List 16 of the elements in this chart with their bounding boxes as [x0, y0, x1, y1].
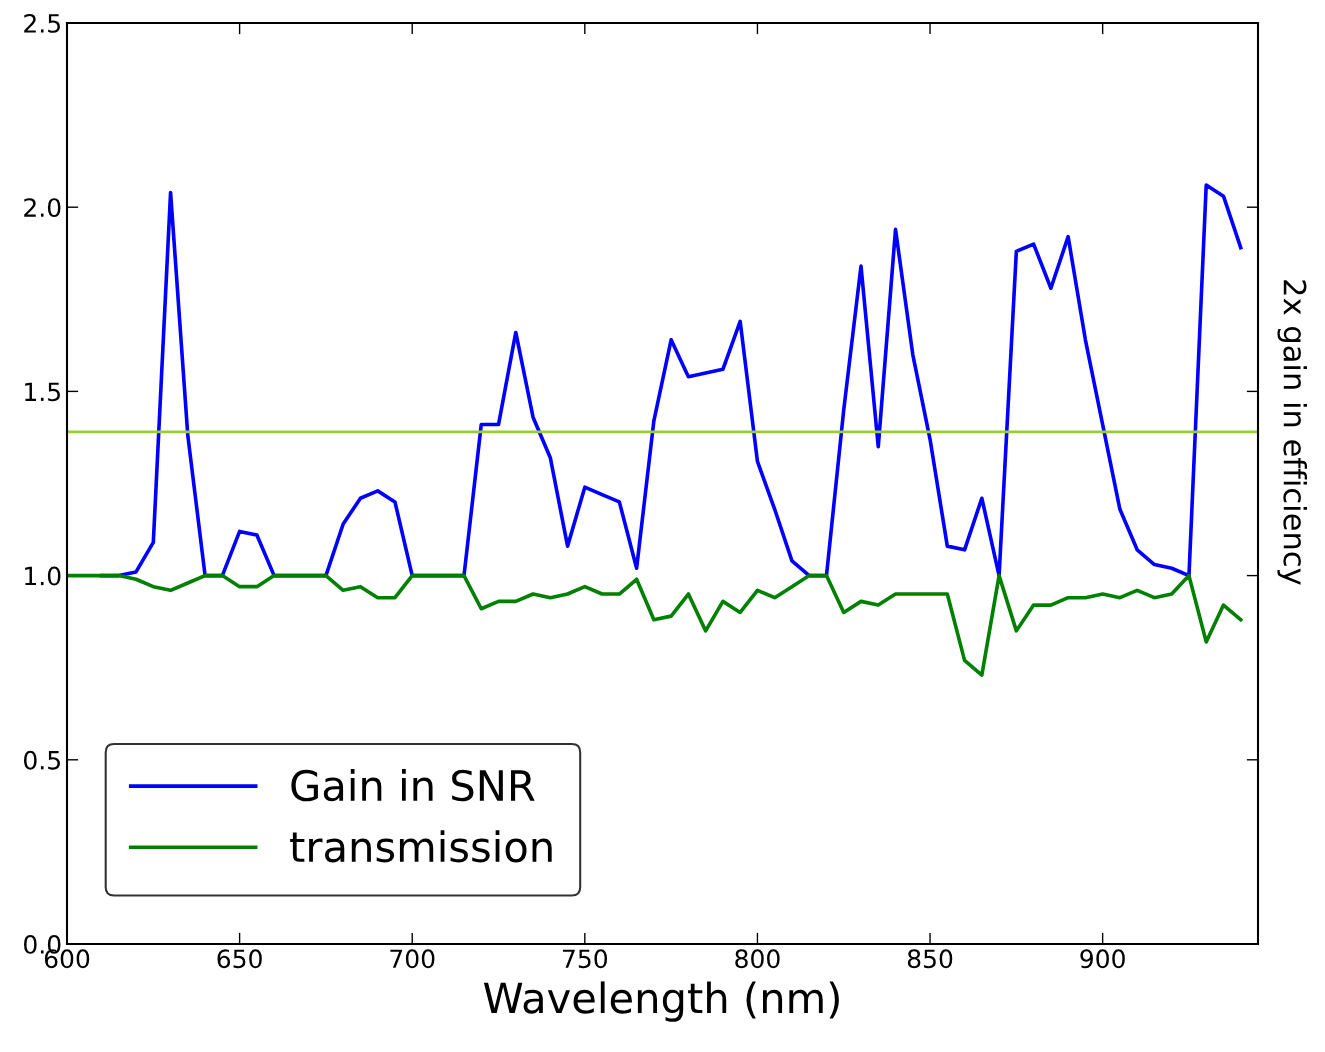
ref-line-label: 2x gain in efficiency	[1277, 280, 1308, 585]
x-tick-label: 800	[735, 949, 780, 969]
legend-label: transmission	[290, 830, 552, 863]
x-tick-label: 750	[563, 949, 608, 969]
y-tick-label: 2.0	[24, 198, 61, 218]
x-tick-label: 650	[217, 949, 262, 969]
y-tick-label: 0.5	[24, 750, 60, 770]
y-tick-label: 2.5	[24, 13, 60, 33]
line-series	[67, 573, 1243, 677]
y-tick-label: 1.5	[25, 382, 60, 402]
y-tick-label: 1.0	[25, 566, 61, 586]
legend-label: Gain in SNR	[291, 769, 535, 802]
x-axis-title: Wavelength (nm)	[483, 981, 839, 1022]
x-tick-label: 850	[907, 949, 953, 969]
x-tick-label: 700	[390, 949, 435, 969]
x-tick-label: 900	[1080, 949, 1125, 969]
